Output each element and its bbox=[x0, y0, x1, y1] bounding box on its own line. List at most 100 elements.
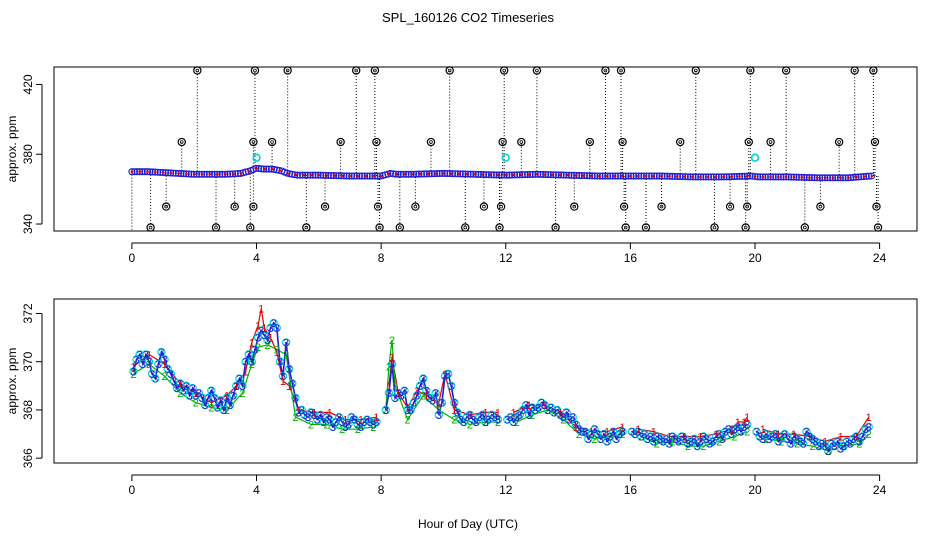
bottom-series-marker-3: 3 bbox=[311, 410, 317, 422]
top-y-axis: 340 380 420 bbox=[21, 74, 43, 234]
bottom-series-marker-1: 1 bbox=[311, 407, 317, 419]
top-red-point bbox=[247, 169, 251, 173]
bottom-series-marker-1: 1 bbox=[395, 388, 401, 400]
bottom-series-marker-2: 2 bbox=[841, 441, 847, 453]
bottom-series-marker-2: 2 bbox=[701, 441, 707, 453]
top-flag-point bbox=[395, 223, 405, 232]
top-baseline-point bbox=[500, 171, 508, 179]
top-red-point bbox=[130, 170, 134, 173]
bottom-series-marker-3: 3 bbox=[542, 400, 548, 412]
bottom-series-marker-3: 3 bbox=[554, 405, 560, 417]
bottom-series-marker-2: 2 bbox=[224, 405, 230, 417]
top-red-point bbox=[153, 170, 157, 174]
top-flag-point-inner bbox=[251, 140, 256, 144]
top-red-point bbox=[192, 172, 196, 176]
bottom-cyan-point bbox=[434, 410, 443, 419]
top-baseline-point bbox=[353, 172, 361, 180]
bottom-series-marker-1: 1 bbox=[451, 405, 457, 417]
bottom-series-marker-3: 3 bbox=[722, 427, 728, 439]
bottom-series-marker-3: 3 bbox=[859, 431, 865, 443]
bottom-y-tick-label: 366 bbox=[21, 448, 35, 468]
bottom-series-marker-3: 3 bbox=[616, 429, 622, 441]
bottom-x-tick-label: 12 bbox=[499, 483, 513, 497]
bottom-cyan-point bbox=[415, 381, 425, 391]
bottom-series-marker-3: 3 bbox=[526, 410, 532, 422]
bottom-cyan-point bbox=[207, 386, 216, 395]
top-red-point bbox=[418, 172, 422, 176]
bottom-series-marker-3: 3 bbox=[448, 381, 454, 393]
bottom-plot-frame bbox=[53, 298, 918, 464]
top-baseline-point bbox=[454, 170, 462, 178]
bottom-series-marker-3: 3 bbox=[401, 386, 407, 398]
top-red-point bbox=[613, 174, 617, 178]
bottom-series-marker-3: 3 bbox=[408, 405, 414, 417]
top-baseline-point bbox=[523, 171, 532, 179]
top-flag-point-inner bbox=[304, 225, 309, 230]
bottom-series-marker-3: 3 bbox=[532, 405, 538, 417]
bottom-series-marker-3: 3 bbox=[688, 436, 694, 448]
top-baseline-point bbox=[345, 172, 353, 180]
bottom-series-marker-2: 2 bbox=[392, 381, 398, 393]
bottom-series-marker-3: 3 bbox=[348, 412, 354, 424]
top-baseline-point bbox=[399, 170, 407, 178]
top-baseline-point bbox=[642, 172, 651, 180]
bottom-series-marker-3: 3 bbox=[461, 417, 467, 429]
top-flag-point bbox=[872, 202, 881, 211]
bottom-cyan-point bbox=[437, 398, 447, 407]
top-flag-point-inner bbox=[374, 140, 379, 144]
bottom-series-marker-1: 1 bbox=[467, 410, 473, 422]
top-flag-point-inner bbox=[323, 204, 327, 209]
bottom-series-marker-3: 3 bbox=[651, 436, 657, 448]
top-baseline-point bbox=[557, 171, 565, 179]
top-baseline-point bbox=[330, 172, 338, 180]
top-baseline-point bbox=[291, 171, 299, 179]
bottom-series-marker-3: 3 bbox=[654, 431, 660, 443]
top-red-point bbox=[177, 172, 180, 175]
bottom-series-marker-3: 3 bbox=[632, 429, 638, 441]
top-flag-point bbox=[781, 66, 791, 75]
bottom-series-marker-2: 2 bbox=[283, 349, 289, 361]
bottom-series-marker-1: 1 bbox=[526, 400, 532, 412]
top-baseline-point bbox=[751, 172, 759, 181]
top-baseline-point bbox=[539, 170, 547, 179]
bottom-series-marker-2: 2 bbox=[239, 388, 245, 400]
top-flag-point-inner bbox=[429, 140, 433, 144]
top-red-point bbox=[753, 175, 757, 178]
bottom-series-marker-3: 3 bbox=[476, 412, 482, 424]
bottom-cyan-point bbox=[618, 427, 627, 436]
bottom-series-marker-3: 3 bbox=[648, 431, 654, 443]
top-y-axis-label: approx. ppm bbox=[5, 116, 19, 183]
top-red-point bbox=[309, 173, 313, 177]
bottom-series-marker-3: 3 bbox=[666, 439, 672, 451]
bottom-cyan-point bbox=[288, 379, 297, 388]
top-red-point bbox=[294, 173, 297, 177]
bottom-series-marker-3: 3 bbox=[719, 434, 725, 446]
top-flag-point bbox=[146, 223, 155, 232]
top-baseline-point bbox=[143, 168, 151, 176]
bottom-series-marker-1: 1 bbox=[713, 429, 719, 441]
top-baseline-point bbox=[407, 170, 415, 178]
top-flag-point bbox=[641, 223, 651, 232]
bottom-series-marker-2: 2 bbox=[732, 431, 738, 443]
top-red-point bbox=[527, 173, 531, 176]
bottom-series-marker-3: 3 bbox=[841, 441, 847, 453]
bottom-cyan-point bbox=[151, 374, 160, 383]
top-flag-point-inner bbox=[253, 68, 257, 73]
bottom-series-marker-3: 3 bbox=[806, 431, 812, 443]
bottom-series-marker-1: 1 bbox=[495, 407, 501, 419]
bottom-series-marker-3: 3 bbox=[243, 357, 249, 369]
top-baseline-point bbox=[260, 165, 268, 173]
bottom-series-marker-1: 1 bbox=[620, 422, 626, 434]
top-flag-point bbox=[743, 202, 752, 211]
bottom-cyan-point bbox=[409, 398, 419, 407]
bottom-series-marker-3: 3 bbox=[492, 412, 498, 424]
bottom-series-marker-1: 1 bbox=[233, 381, 239, 393]
bottom-cyan-point bbox=[154, 359, 163, 369]
bottom-series-marker-3: 3 bbox=[660, 436, 666, 448]
bottom-series-marker-3: 3 bbox=[367, 417, 373, 429]
top-red-point bbox=[348, 174, 352, 178]
bottom-cyan-point bbox=[568, 412, 577, 422]
bottom-series-marker-3: 3 bbox=[405, 405, 411, 417]
bottom-series-marker-2: 2 bbox=[607, 431, 613, 443]
bottom-series-marker-3: 3 bbox=[551, 407, 557, 419]
